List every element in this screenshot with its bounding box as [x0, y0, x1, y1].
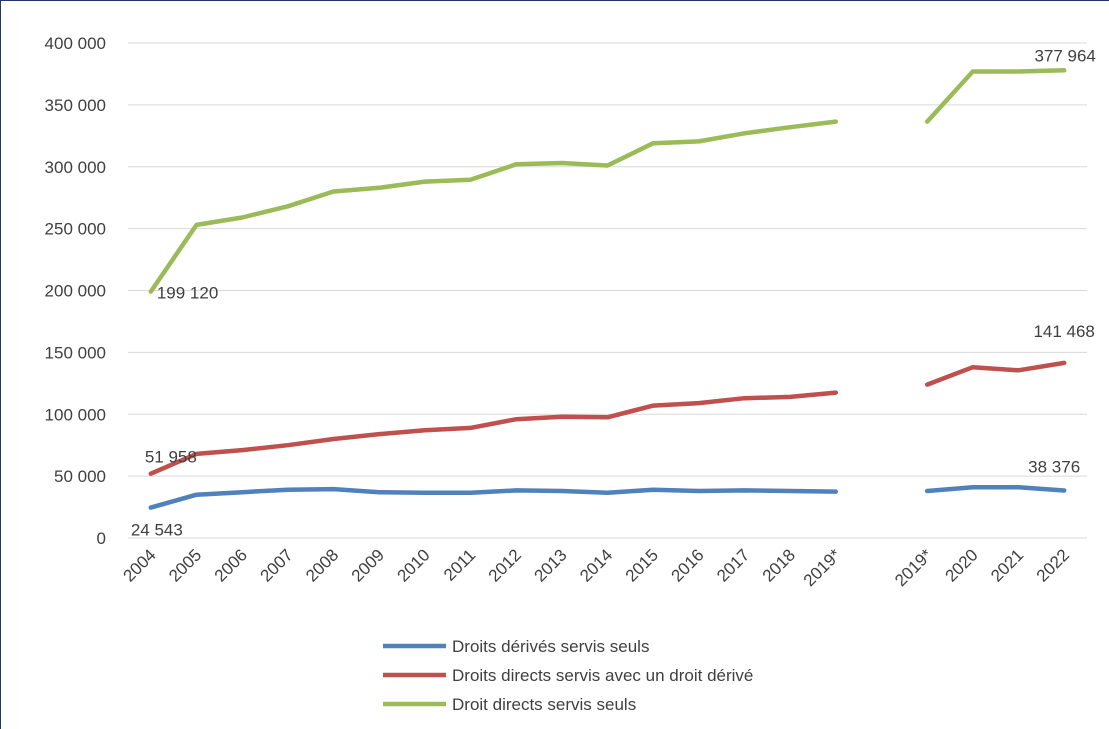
- series-line: [148, 486, 839, 510]
- series-line: [148, 390, 839, 476]
- x-tick-label: 2021: [987, 545, 1027, 585]
- data-label: 24 543: [131, 521, 183, 540]
- x-tick-label: 2010: [393, 545, 433, 585]
- x-tick-label: 2017: [713, 545, 753, 585]
- legend-label: Droit directs servis seuls: [452, 695, 636, 714]
- x-tick-label: 2006: [211, 545, 251, 585]
- x-tick-label: 2022: [1033, 545, 1073, 585]
- y-tick-label: 350 000: [45, 96, 106, 115]
- y-tick-label: 400 000: [45, 34, 106, 53]
- series-line: [148, 119, 839, 294]
- y-tick-label: 250 000: [45, 220, 106, 239]
- y-tick-label: 50 000: [54, 467, 106, 486]
- x-tick-label: 2009: [348, 545, 388, 585]
- y-tick-label: 300 000: [45, 158, 106, 177]
- x-axis-ticks: 2004 2005 2006 2007 2008 2009 2010 2011 2012 2013…: [119, 545, 1073, 590]
- x-tick-label: 2012: [485, 545, 525, 585]
- x-tick-label: 2019*: [891, 545, 936, 590]
- x-tick-label: 2018: [759, 545, 799, 585]
- x-tick-label: 2004: [119, 545, 159, 585]
- series-line: [924, 485, 1067, 494]
- y-tick-label: 150 000: [45, 343, 106, 362]
- x-tick-label: 2019*: [800, 545, 845, 590]
- legend: Droits dérivés servis seuls Droits direct…: [383, 637, 753, 714]
- x-tick-label: 2011: [440, 545, 479, 584]
- x-tick-label: 2014: [576, 545, 616, 585]
- series-line: [924, 360, 1067, 387]
- series-line: [924, 68, 1067, 124]
- x-tick-label: 2007: [256, 545, 296, 585]
- y-axis-ticks: 0 50 000 100 000 150 000 200 000 250 000 300 0…: [45, 34, 106, 548]
- data-label: 199 120: [157, 284, 218, 303]
- y-tick-label: 100 000: [45, 405, 106, 424]
- y-tick-label: 0: [97, 529, 106, 548]
- legend-label: Droits directs servis avec un droit déri…: [452, 666, 753, 685]
- data-label: 38 376: [1028, 458, 1080, 477]
- data-label: 51 958: [145, 448, 197, 467]
- data-label: 377 964: [1034, 46, 1095, 65]
- data-label: 141 468: [1033, 322, 1094, 341]
- x-tick-label: 2013: [530, 545, 570, 585]
- data-labels: 199 120 377 964 51 958 141 468 24 543 38 376: [131, 46, 1096, 539]
- series-lines: [148, 68, 1067, 510]
- x-tick-label: 2020: [941, 545, 981, 585]
- grid-lines: [128, 42, 1087, 477]
- x-tick-label: 2008: [302, 545, 342, 585]
- legend-label: Droits dérivés servis seuls: [452, 637, 649, 656]
- y-tick-label: 200 000: [45, 282, 106, 301]
- x-tick-label: 2015: [622, 545, 662, 585]
- x-tick-label: 2016: [667, 545, 707, 585]
- x-tick-label: 2005: [165, 545, 205, 585]
